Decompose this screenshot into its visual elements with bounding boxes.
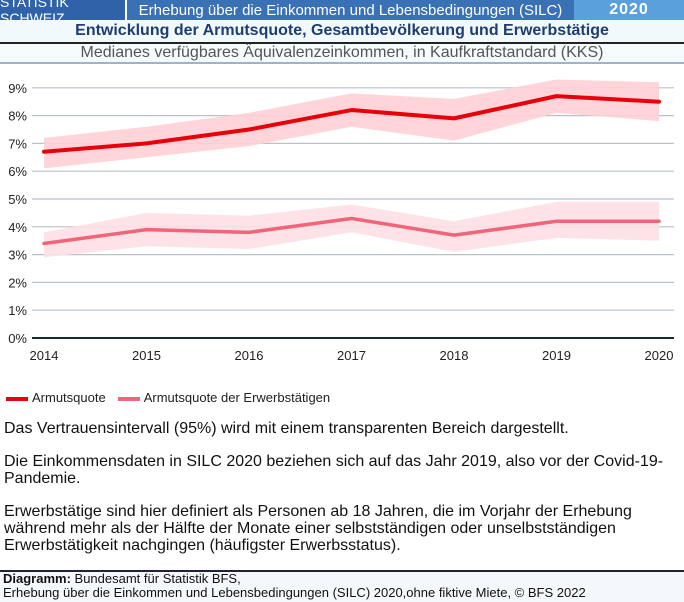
confidence-band [44, 79, 659, 169]
y-tick-label: 5% [8, 192, 27, 207]
data-point [247, 128, 251, 131]
data-point [145, 141, 148, 145]
y-tick-label: 2% [8, 275, 27, 290]
legend: Armutsquote Armutsquote der Erwerbstätig… [6, 390, 330, 405]
data-point [452, 233, 456, 237]
legend-swatch [6, 396, 28, 401]
notes: Das Vertrauensintervall (95%) wird mit e… [4, 420, 674, 570]
data-point [657, 219, 661, 223]
legend-swatch [117, 396, 140, 401]
footer-survey: Erhebung über die Einkommen und Lebensbe… [3, 585, 586, 600]
y-tick-label: 6% [8, 164, 27, 179]
footer-source: Bundesamt für Statistik BFS, [70, 571, 241, 586]
legend-item-1: Armutsquote der Erwerbstätigen [117, 390, 331, 405]
chart-title: Entwicklung der Armutsquote, Gesamtbevöl… [0, 20, 684, 44]
data-point [555, 219, 558, 223]
survey-year: 2020 [574, 0, 684, 20]
note: Das Vertrauensintervall (95%) wird mit e… [4, 420, 569, 437]
note: Erwerbstätige sind hier definiert als Pe… [4, 503, 632, 554]
legend-item-0: Armutsquote [6, 390, 106, 405]
legend-label: Armutsquote der Erwerbstätigen [143, 390, 331, 405]
x-tick-label: 2016 [235, 348, 264, 363]
footer: Diagramm: Bundesamt für Statistik BFS, E… [0, 570, 684, 602]
data-point [145, 228, 148, 232]
org-name: STATISTIK SCHWEIZ [0, 0, 125, 26]
y-tick-label: 3% [8, 248, 27, 263]
x-tick-label: 2015 [132, 348, 161, 363]
data-point [350, 216, 353, 220]
data-point [350, 108, 353, 112]
line-chart: 0% 1% 2% 3% 4% 5% 6% 7% 8% 9% 2014 2015 2016 2017 2018… [8, 79, 674, 363]
data-point [452, 116, 456, 120]
y-tick-label: 1% [8, 303, 27, 318]
legend-label: Armutsquote [32, 390, 106, 405]
footer-label: Diagramm: [3, 571, 71, 586]
data-point [42, 241, 46, 245]
x-tick-label: 2018 [440, 348, 469, 363]
y-tick-label: 9% [8, 81, 27, 96]
y-tick-label: 0% [8, 331, 27, 346]
y-tick-label: 7% [8, 136, 27, 151]
data-point [555, 94, 558, 98]
y-tick-label: 4% [8, 220, 27, 235]
x-tick-label: 2019 [542, 348, 571, 363]
x-tick-label: 2017 [337, 348, 366, 363]
confidence-band [44, 201, 659, 258]
x-tick-label: 2014 [30, 348, 59, 363]
data-point [42, 150, 46, 154]
y-tick-label: 8% [8, 109, 27, 124]
survey-name: Erhebung über die Einkommen und Lebensbe… [125, 0, 574, 20]
x-tick-label: 2020 [645, 348, 674, 363]
header-bar: STATISTIK SCHWEIZ Erhebung über die Eink… [0, 0, 684, 26]
note: Die Einkommensdaten in SILC 2020 beziehe… [4, 453, 664, 487]
data-point [657, 100, 661, 104]
data-point [247, 230, 251, 234]
chart-subtitle: Medianes verfügbares Äquivalenzeinkommen… [0, 44, 684, 64]
